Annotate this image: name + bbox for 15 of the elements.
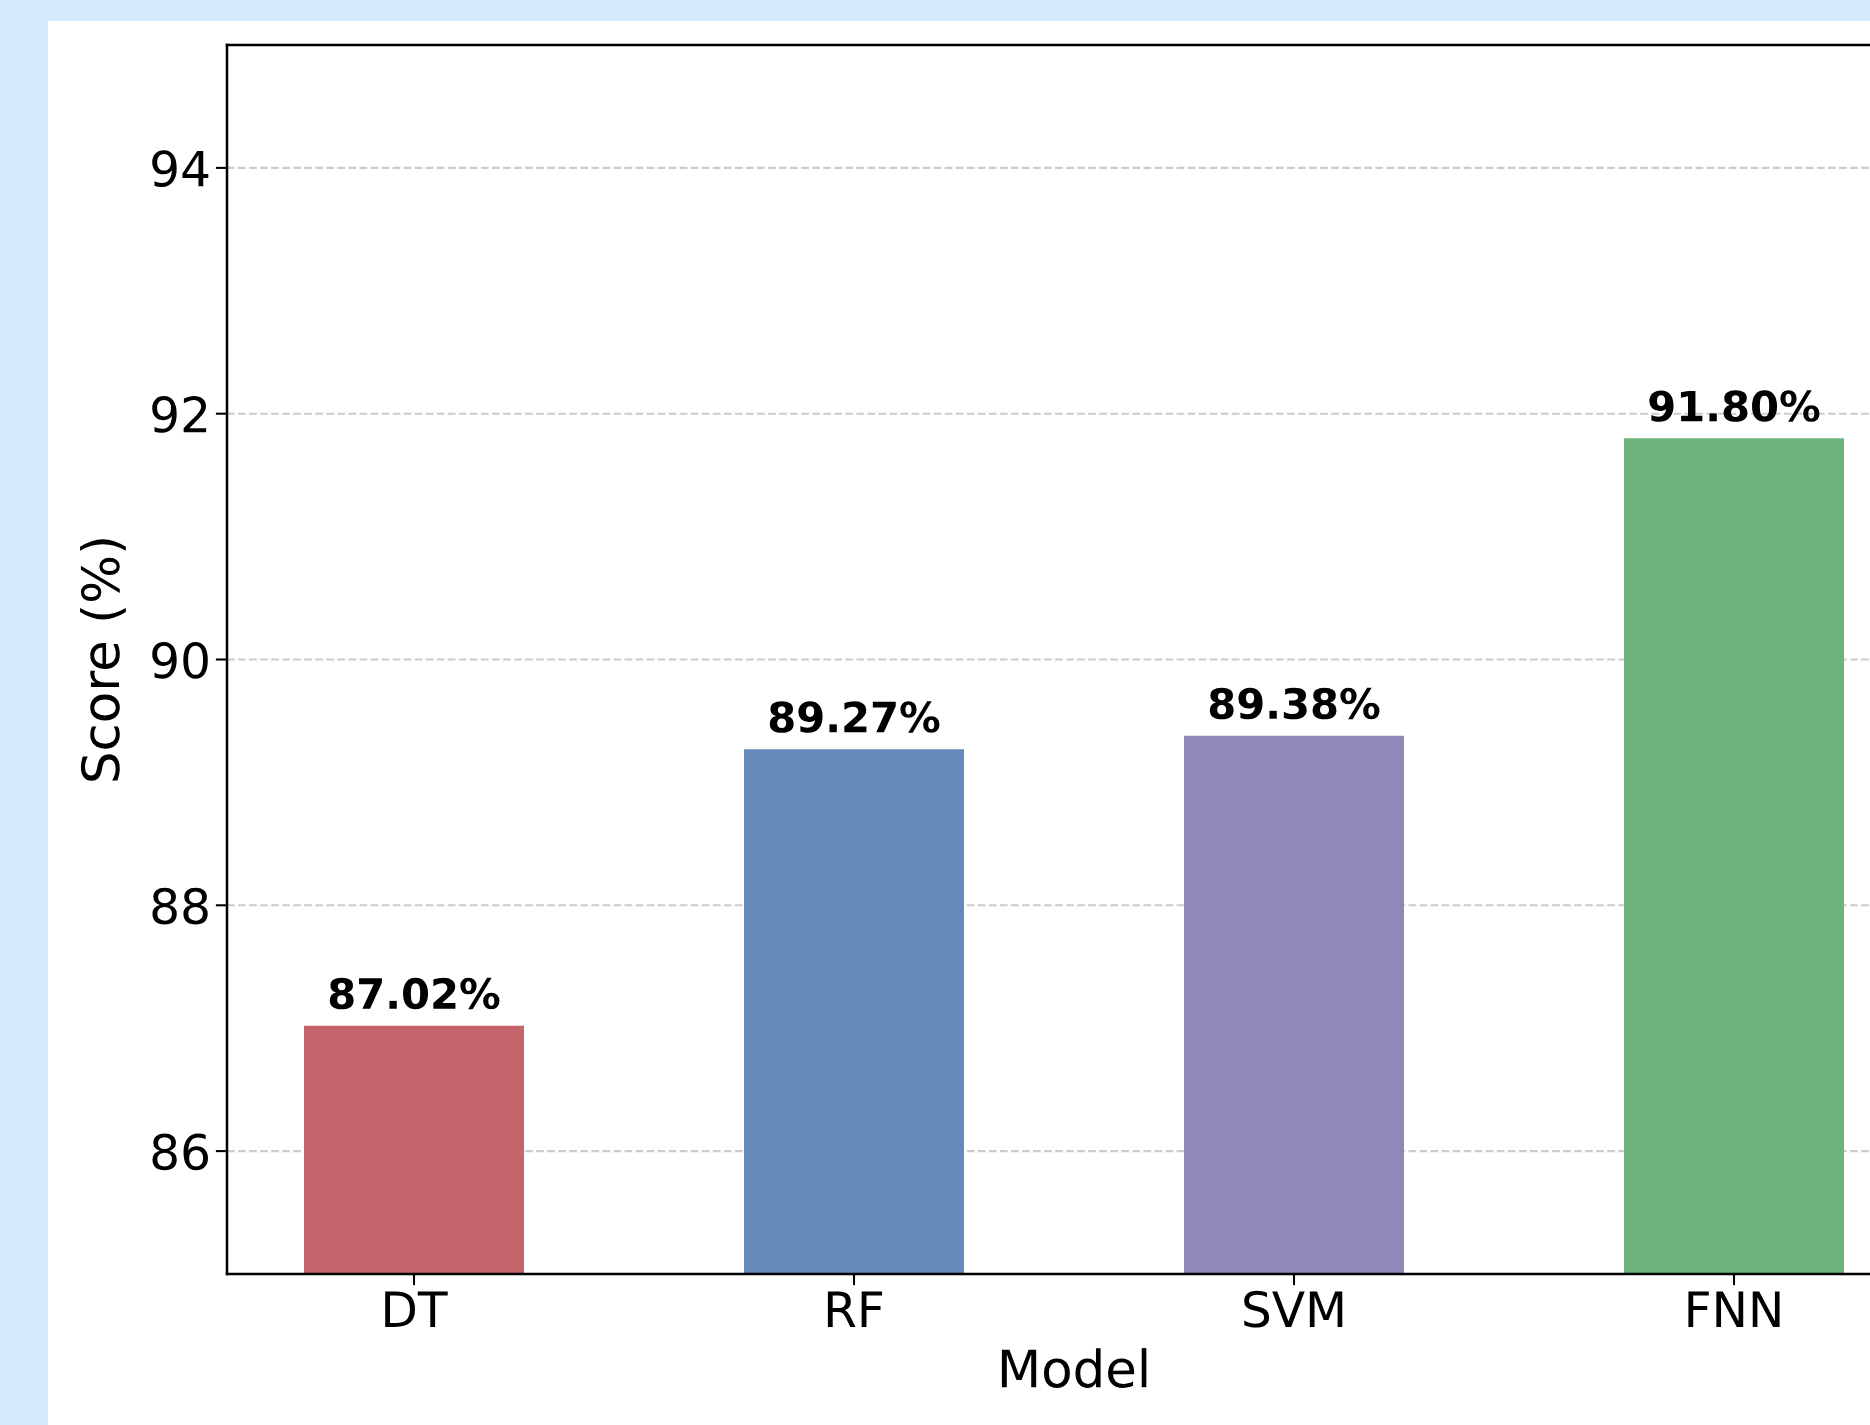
- x-tick-label: RF: [827, 1291, 883, 1327]
- y-tick-label: 92: [152, 396, 207, 433]
- data-label: 89.27%: [769, 701, 940, 733]
- y-tick-label: 86: [152, 1133, 208, 1171]
- x-axis-title: Model: [1001, 1348, 1147, 1388]
- data-label: 91.80%: [1649, 390, 1820, 422]
- data-label: 87.02%: [329, 977, 500, 1010]
- x-tick-label: SVM: [1244, 1290, 1343, 1328]
- x-tick-label: FNN: [1688, 1291, 1780, 1327]
- y-tick-label: 90: [152, 641, 208, 679]
- y-tick-label: 94: [152, 150, 209, 188]
- y-axis-title: Score (%): [80, 539, 126, 781]
- data-label: 89.38%: [1209, 687, 1380, 720]
- y-tick-label: 88: [152, 887, 208, 925]
- x-tick-label: DT: [385, 1291, 448, 1327]
